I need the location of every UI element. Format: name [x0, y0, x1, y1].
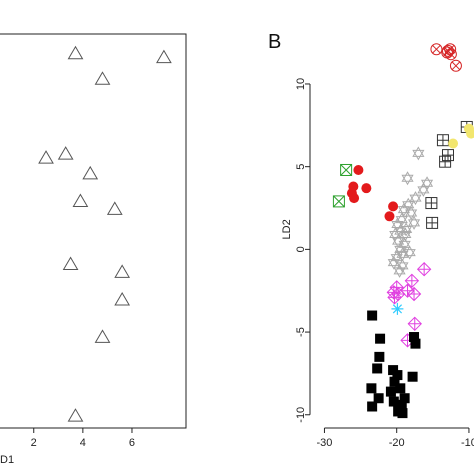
- panel-b-point: [449, 59, 462, 72]
- panel-b-point: [425, 197, 438, 210]
- panel-a-point: [67, 45, 84, 60]
- panel-b-point: [396, 399, 407, 410]
- panel-a-point: [67, 408, 84, 422]
- panel-a-point: [82, 165, 99, 180]
- panel-b-point: [387, 255, 400, 270]
- panel-b-point: [406, 286, 422, 302]
- panel-a-point: [38, 150, 54, 164]
- panel-a-point: [156, 49, 172, 64]
- panel-b-y-tick-label: 10: [295, 78, 307, 90]
- panel-b-point: [400, 283, 415, 298]
- panel-a-plot-frame: [0, 33, 187, 429]
- panel-b-point: [367, 401, 378, 412]
- panel-a-x-axis-label: D1: [0, 454, 14, 466]
- panel-b-point: [388, 201, 399, 212]
- panel-b-point: [366, 383, 377, 394]
- panel-a-point: [62, 256, 79, 270]
- panel-a-point: [57, 146, 74, 160]
- panel-b: B -10 -5 0 5 10 -30 -20 -10 LD2: [268, 31, 474, 449]
- panel-a-x-tick-label: 2: [31, 437, 37, 449]
- panel-b-point: [393, 263, 406, 278]
- panel-b-point: [448, 138, 459, 149]
- panel-b-point: [397, 202, 411, 217]
- panel-b-point: [397, 408, 408, 419]
- panel-b-point: [399, 393, 410, 404]
- panel-a-x-tick-label: 6: [129, 437, 135, 449]
- panel-a-point: [114, 291, 131, 306]
- panel-b-point: [375, 333, 386, 344]
- panel-b-point: [340, 163, 353, 176]
- panel-b-point: [392, 370, 403, 381]
- panel-b-y-tick-label: -5: [295, 327, 307, 337]
- panel-a-x-axis: 2 4 6: [31, 428, 135, 449]
- panel-b-point: [441, 149, 454, 162]
- panel-b-point: [372, 363, 383, 374]
- panel-b-point: [430, 43, 443, 56]
- panel-b-y-tick-label: 0: [295, 246, 307, 252]
- panel-b-point: [436, 134, 449, 147]
- panel-b-point: [395, 383, 406, 394]
- panel-a-points: [38, 45, 172, 422]
- panel-b-point: [353, 164, 364, 175]
- panel-b-point: [374, 351, 385, 362]
- panel-b-point: [407, 215, 421, 230]
- panel-a-point: [72, 193, 89, 207]
- panel-b-x-tick-label: -10: [461, 437, 474, 449]
- panel-b-point: [404, 273, 420, 289]
- panel-b-y-tick-label: -10: [295, 407, 307, 423]
- panel-b-point: [407, 371, 418, 382]
- panel-b-point: [332, 195, 345, 208]
- panel-b-axes-ticks: -10 -5 0 5 10 -30 -20 -10: [295, 78, 474, 449]
- panel-b-point: [391, 302, 404, 315]
- panel-b-point: [401, 171, 414, 186]
- panel-b-letter: B: [268, 31, 281, 53]
- panel-b-point: [466, 128, 474, 139]
- panel-b-point: [439, 155, 452, 168]
- panel-b-point: [416, 262, 432, 277]
- panel-b-x-tick-label: -30: [316, 437, 332, 449]
- panel-a-point: [94, 329, 111, 343]
- panel-a: 2 4 6 D1: [0, 33, 187, 466]
- panel-b-point: [417, 182, 430, 197]
- panel-b-point: [407, 316, 422, 332]
- panel-b-point: [384, 211, 395, 222]
- panel-b-point: [385, 386, 396, 397]
- panel-b-points: [332, 43, 474, 419]
- panel-b-point: [373, 393, 384, 404]
- panel-b-point: [361, 183, 372, 194]
- panel-b-point: [367, 310, 378, 321]
- panel-b-point: [412, 146, 425, 161]
- panel-b-point: [410, 338, 421, 349]
- panel-b-y-axis-label: LD2: [281, 219, 293, 239]
- panel-b-point: [389, 376, 400, 387]
- panel-b-point: [441, 44, 454, 57]
- panel-b-point: [388, 396, 399, 407]
- panel-b-point: [403, 245, 416, 260]
- panel-a-point: [106, 201, 123, 215]
- panel-b-point: [409, 191, 422, 206]
- panel-a-x-tick-label: 4: [80, 437, 86, 449]
- panel-b-x-tick-label: -20: [389, 437, 405, 449]
- panel-b-point: [391, 217, 404, 232]
- panel-a-point: [94, 71, 111, 85]
- panel-a-point: [114, 264, 131, 278]
- panel-b-point: [426, 216, 439, 229]
- panel-b-point: [389, 227, 402, 242]
- panel-b-point: [409, 332, 420, 343]
- panel-b-y-tick-label: 5: [295, 164, 307, 170]
- panel-b-point: [349, 193, 360, 204]
- panel-b-point: [387, 290, 402, 305]
